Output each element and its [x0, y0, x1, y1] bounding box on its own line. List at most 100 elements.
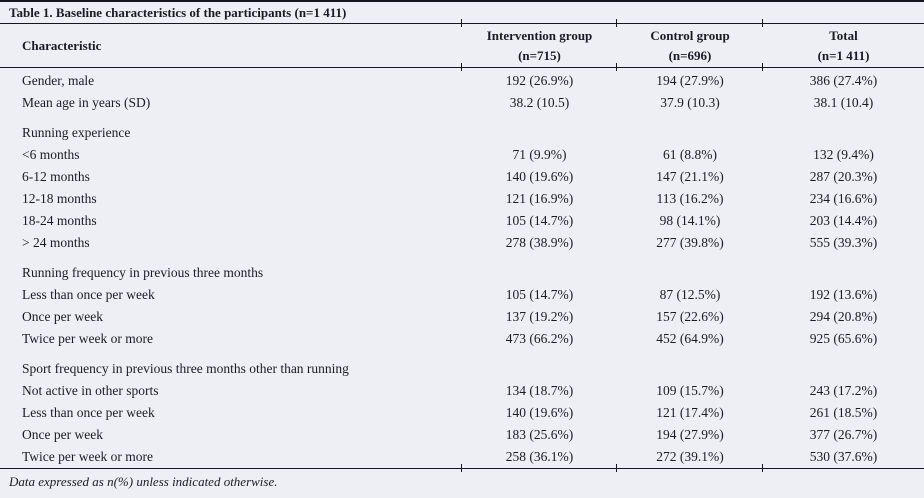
table-title: Table 1. Baseline characteristics of the… [9, 5, 347, 20]
control-group-value: 113 (16.2%) [656, 191, 724, 206]
section-header-row: Running experience [0, 122, 924, 144]
control-group-value: 87 (12.5%) [659, 287, 721, 302]
rule-below-title [0, 23, 924, 24]
table-row: 18-24 months 105 (14.7%) 98 (14.1%) 203 (14… [0, 210, 924, 232]
total-value: 132 (9.4%) [813, 147, 874, 162]
row-label: Not active in other sports [22, 383, 159, 398]
column-border-tick [616, 63, 617, 71]
total-value: 243 (17.2%) [809, 383, 878, 398]
control-group-value: 452 (64.9%) [656, 331, 724, 346]
row-label: Once per week [22, 309, 103, 324]
row-label: 12-18 months [22, 191, 97, 206]
intervention-group-value: 71 (9.9%) [512, 147, 567, 162]
intervention-group-value: 137 (19.2%) [505, 309, 574, 324]
control-group-value: 272 (39.1%) [656, 449, 724, 464]
column-border-tick [616, 464, 617, 472]
intervention-group-value: 473 (66.2%) [505, 331, 574, 346]
table-footnote: Data expressed as n(%) unless indicated … [9, 474, 278, 489]
section-header-label: Sport frequency in previous three months… [22, 361, 349, 376]
column-header-intervention-group-n: (n=715) [518, 47, 561, 63]
control-group-value: 37.9 (10.3) [660, 95, 720, 110]
column-border-tick [616, 19, 617, 27]
column-border-tick [461, 19, 462, 27]
table-row: Not active in other sports 134 (18.7%) 109… [0, 380, 924, 402]
row-label: > 24 months [22, 235, 90, 250]
row-label: 6-12 months [22, 169, 90, 184]
total-value: 530 (37.6%) [809, 449, 878, 464]
table-body: Gender, male 192 (26.9%) 194 (27.9%) 386 (2… [0, 68, 924, 468]
table-row: 6-12 months 140 (19.6%) 147 (21.1%) 287 (20… [0, 166, 924, 188]
total-value: 386 (27.4%) [809, 73, 878, 88]
column-header-control-group: Control group (n=696) [617, 26, 763, 65]
row-label: Once per week [22, 427, 103, 442]
table-row: Gender, male 192 (26.9%) 194 (27.9%) 386 (2… [0, 70, 924, 92]
row-label: Gender, male [22, 73, 95, 88]
total-value: 377 (26.7%) [809, 427, 878, 442]
total-value: 294 (20.8%) [809, 309, 878, 324]
intervention-group-value: 140 (19.6%) [505, 405, 574, 420]
control-group-value: 194 (27.9%) [656, 427, 724, 442]
section-header-label: Running experience [22, 125, 131, 140]
row-label: Less than once per week [22, 405, 155, 420]
column-header-intervention-group: Intervention group (n=715) [462, 26, 617, 65]
intervention-group-value: 258 (36.1%) [505, 449, 574, 464]
intervention-group-value: 192 (26.9%) [505, 73, 574, 88]
control-group-value: 194 (27.9%) [656, 73, 724, 88]
intervention-group-value: 121 (16.9%) [505, 191, 574, 206]
intervention-group-value: 105 (14.7%) [505, 213, 574, 228]
total-value: 925 (65.6%) [809, 331, 878, 346]
total-value: 38.1 (10.4) [813, 95, 874, 110]
control-group-value: 147 (21.1%) [656, 169, 724, 184]
control-group-value: 98 (14.1%) [659, 213, 721, 228]
control-group-value: 61 (8.8%) [663, 147, 717, 162]
row-label: Twice per week or more [22, 331, 153, 346]
rule-below-header [0, 67, 924, 68]
column-header-total-n: (n=1 411) [817, 47, 870, 63]
row-label: <6 months [22, 147, 80, 162]
total-value: 234 (16.6%) [809, 191, 878, 206]
column-header-total-label: Total [829, 28, 858, 43]
control-group-value: 109 (15.7%) [656, 383, 724, 398]
column-header-control-group-label: Control group [650, 28, 730, 43]
column-border-tick [461, 464, 462, 472]
control-group-value: 277 (39.8%) [656, 235, 724, 250]
row-label: Twice per week or more [22, 449, 153, 464]
table-row: Once per week 183 (25.6%) 194 (27.9%) 377 (… [0, 424, 924, 446]
row-label: Less than once per week [22, 287, 155, 302]
table-row: Less than once per week 140 (19.6%) 121 (1… [0, 402, 924, 424]
table-row: Less than once per week 105 (14.7%) 87 (12… [0, 284, 924, 306]
table-row: Twice per week or more 258 (36.1%) 272 (39… [0, 446, 924, 468]
section-header-row: Running frequency in previous three mont… [0, 262, 924, 284]
total-value: 261 (18.5%) [809, 405, 878, 420]
column-border-tick [762, 63, 763, 71]
column-border-tick [762, 19, 763, 27]
intervention-group-value: 140 (19.6%) [505, 169, 574, 184]
table-row: Twice per week or more 473 (66.2%) 452 (64… [0, 328, 924, 350]
intervention-group-value: 278 (38.9%) [505, 235, 574, 250]
total-value: 287 (20.3%) [809, 169, 878, 184]
section-header-row: Sport frequency in previous three months… [0, 358, 924, 380]
intervention-group-value: 134 (18.7%) [505, 383, 574, 398]
column-border-tick [762, 464, 763, 472]
column-header-control-group-n: (n=696) [668, 47, 712, 63]
table-row: Mean age in years (SD) 38.2 (10.5) 37.9 (1… [0, 92, 924, 114]
control-group-value: 157 (22.6%) [656, 309, 724, 324]
rule-above-footnote [0, 468, 924, 469]
column-header-intervention-group-label: Intervention group [486, 28, 593, 43]
intervention-group-value: 105 (14.7%) [505, 287, 574, 302]
row-label: 18-24 months [22, 213, 97, 228]
total-value: 555 (39.3%) [809, 235, 878, 250]
total-value: 203 (14.4%) [809, 213, 878, 228]
table-row: > 24 months 278 (38.9%) 277 (39.8%) 555 (39… [0, 232, 924, 254]
column-border-tick [461, 63, 462, 71]
intervention-group-value: 38.2 (10.5) [509, 95, 570, 110]
intervention-group-value: 183 (25.6%) [505, 427, 574, 442]
column-header-total: Total (n=1 411) [763, 26, 924, 65]
section-header-label: Running frequency in previous three mont… [22, 265, 264, 280]
total-value: 192 (13.6%) [809, 287, 878, 302]
table-row: <6 months 71 (9.9%) 61 (8.8%) 132 (9.4%) [0, 144, 924, 166]
row-label: Mean age in years (SD) [22, 95, 151, 110]
table-header-row: Characteristic Intervention group (n=715… [0, 24, 924, 67]
table-top-rule [0, 0, 924, 2]
